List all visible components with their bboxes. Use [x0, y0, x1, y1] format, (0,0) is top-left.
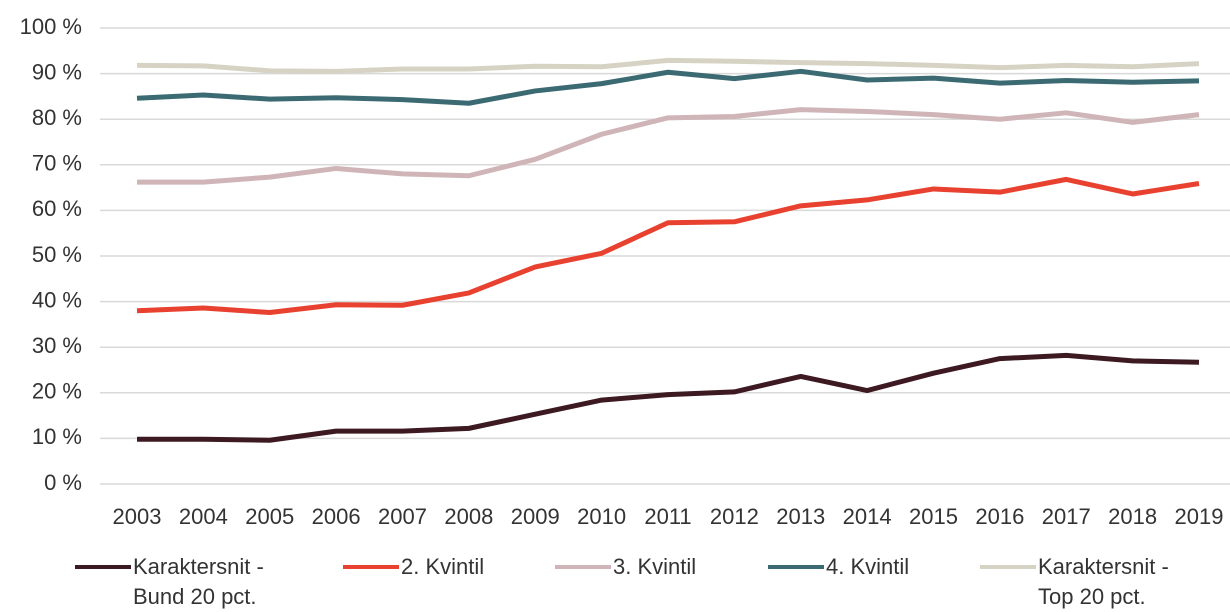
y-tick-label: 100 %: [20, 14, 82, 39]
x-tick-label: 2012: [710, 504, 759, 529]
legend-swatch: [768, 565, 824, 569]
x-tick-label: 2011: [644, 504, 691, 529]
x-tick-label: 2010: [577, 504, 626, 529]
x-tick-label: 2006: [312, 504, 361, 529]
legend-swatch: [980, 565, 1036, 569]
x-tick-label: 2007: [378, 504, 427, 529]
y-tick-label: 70 %: [32, 151, 82, 176]
legend-swatch: [343, 565, 399, 569]
series-line: [137, 352, 1200, 443]
x-tick-label: 2008: [444, 504, 493, 529]
legend-swatch: [75, 565, 131, 569]
y-tick-label: 20 %: [32, 379, 82, 404]
chart: 0 % 10 % 20 % 30 % 40 % 50 % 60 % 70 % 80 % 90 % 1…: [20, 14, 1230, 529]
x-tick-label: 2005: [245, 504, 294, 529]
x-tick-label: 2009: [511, 504, 560, 529]
legend-label: Karaktersnit - Bund 20 pct.: [133, 554, 264, 609]
y-tick-label: 60 %: [32, 196, 82, 221]
x-tick-label: 2004: [179, 504, 228, 529]
series-line: [137, 107, 1200, 185]
legend-label: 3. Kvintil: [613, 554, 697, 579]
x-tick-label: 2017: [1042, 504, 1091, 529]
x-tick-label: 2015: [909, 504, 958, 529]
x-tick-label: 2018: [1108, 504, 1157, 529]
y-tick-label: 80 %: [32, 105, 82, 130]
x-tick-label: 2014: [843, 504, 892, 529]
series-line: [136, 68, 1200, 106]
series-line: [136, 57, 1200, 74]
y-tick-label: 10 %: [32, 424, 82, 449]
legend-label: 4. Kvintil: [826, 554, 910, 579]
x-tick-label: 2003: [113, 504, 162, 529]
y-tick-label: 40 %: [32, 287, 82, 312]
legend-label: Karaktersnit - Top 20 pct.: [1038, 554, 1169, 609]
x-tick-label: 2019: [1175, 504, 1224, 529]
x-tick-label: 2013: [776, 504, 825, 529]
y-tick-label: 30 %: [32, 333, 82, 358]
legend-label: 2. Kvintil: [401, 554, 485, 579]
x-tick-label: 2016: [975, 504, 1024, 529]
y-tick-label: 90 %: [32, 59, 82, 84]
series-line: [136, 176, 1200, 316]
legend-swatch: [555, 565, 611, 569]
y-tick-label: 0 %: [44, 470, 82, 495]
y-tick-label: 50 %: [32, 242, 82, 267]
